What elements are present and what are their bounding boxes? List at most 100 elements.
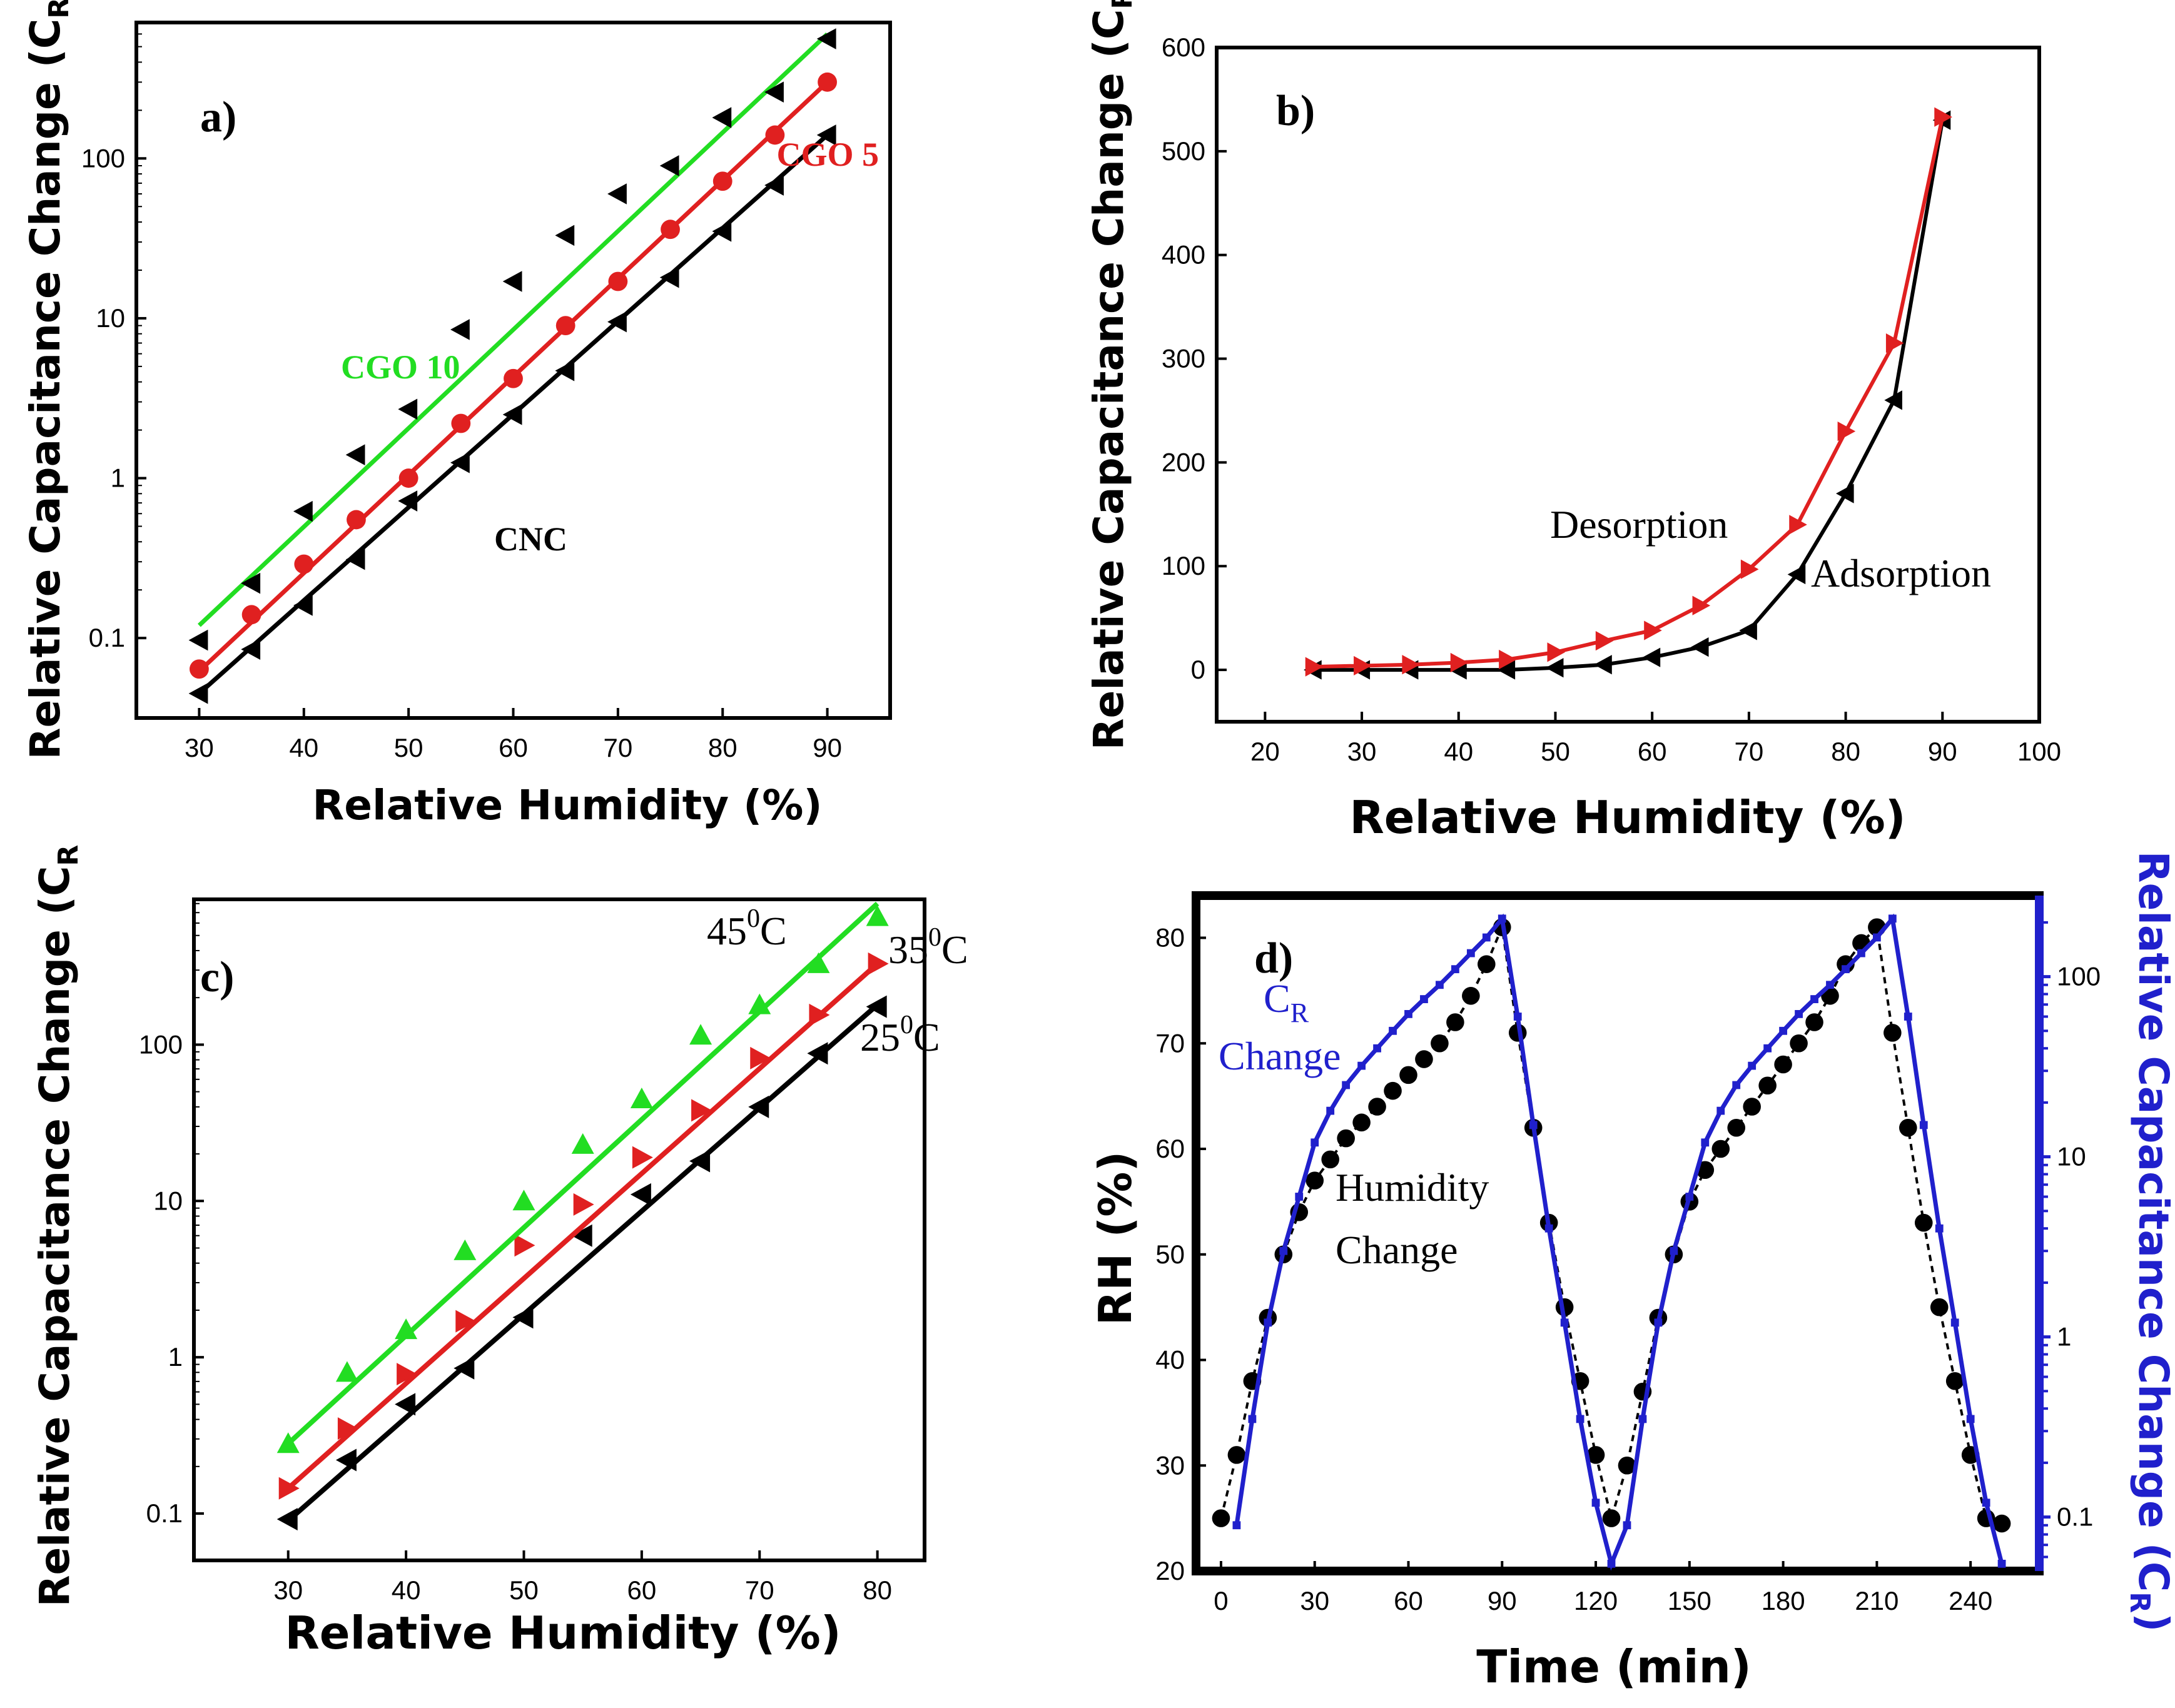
y-tick-label: 0 [1191,655,1205,684]
x-tick-label: 60 [499,733,528,762]
data-point-cnc [555,360,575,382]
data-point-desorption [1450,652,1469,673]
data-point-cgo-10 [607,183,627,205]
data-point-c-r-change [1311,1138,1319,1147]
data-point-c-r-change [1373,1044,1381,1053]
data-point-45-c [866,905,889,926]
data-point-c-r-change [1763,1044,1772,1053]
x-tick-label: 80 [708,733,738,762]
y-tick-label: 50 [1155,1240,1185,1269]
y-right-tick-label: 1 [2057,1322,2071,1352]
x-tick-label: 50 [394,733,423,762]
data-point-c-r-change [1966,1415,1975,1423]
data-point-35-c [573,1193,594,1216]
data-point-c-r-change [1451,965,1459,974]
data-point-cgo-5 [765,125,785,145]
y-tick-label: 100 [81,143,125,173]
fit-line-cgo-10 [198,32,829,627]
data-point-45-c [571,1133,594,1154]
data-point-desorption [1837,422,1856,442]
x-tick-label: 120 [1574,1586,1618,1615]
x-tick-label: 60 [1638,737,1667,766]
data-point-25-c [512,1306,534,1329]
y-tick-label: 10 [96,303,125,333]
data-point-c-r-change [1670,1246,1678,1255]
y-right-tick-label: 10 [2057,1142,2086,1171]
data-point-c-r-change [1779,1026,1788,1035]
data-point-35-c [809,1003,830,1026]
data-point-cgo-10 [450,319,470,340]
data-point-cnc [241,639,261,660]
data-point-cnc [659,266,679,288]
data-point-c-r-change [1872,933,1881,942]
panel-label: b) [1276,87,1315,135]
data-point-c-r-change [1997,1559,2006,1568]
y-tick-label: 300 [1162,344,1205,373]
data-point-cgo-5 [504,368,523,388]
y-axis-title: Relative Capacitance Change (CR) [21,0,75,759]
data-point-cnc [816,124,836,146]
annotation-cnc: CNC [494,520,567,558]
data-point-25-c [807,1042,828,1065]
y-tick-label: 1 [168,1342,183,1372]
data-point-c-r-change [1810,995,1818,1003]
x-tick-label: 20 [1250,737,1280,766]
data-point-cgo-10 [241,572,261,594]
y-right-tick-label: 100 [2057,962,2101,991]
x-tick-label: 30 [273,1575,303,1605]
data-point-cgo-10 [816,28,836,49]
x-tick-label: 80 [1831,737,1860,766]
data-point-c-r-change [1420,995,1428,1003]
data-point-desorption [1499,649,1517,670]
x-axis-title: Relative Humidity (%) [285,1607,841,1659]
x-tick-label: 70 [745,1575,774,1605]
data-point-humidity-change [1337,1129,1355,1148]
data-point-35-c [632,1146,653,1169]
annotation-25c: 250C [860,1011,940,1059]
x-tick-label: 40 [392,1575,421,1605]
data-point-adsorption [1690,637,1709,657]
x-tick-label: 210 [1855,1586,1899,1615]
data-point-25-c [276,1508,298,1531]
annotation-45c: 450C [707,904,787,953]
data-point-c-r-change [1576,1415,1584,1423]
data-point-c-r-change [1591,1498,1600,1507]
data-point-humidity-change [1618,1456,1636,1475]
data-point-c-r-change [1482,933,1491,942]
x-tick-label: 100 [2017,737,2061,766]
x-tick-label: 50 [1541,737,1570,766]
data-point-c-r-change [1544,1224,1553,1233]
data-point-humidity-change [1992,1514,2011,1533]
data-point-25-c [571,1224,592,1247]
fit-line-45-c [286,901,880,1446]
data-point-cgo-10 [293,500,313,522]
data-point-25-c [395,1393,416,1416]
data-point-c-r-change [1857,949,1865,958]
data-point-c-r-change [1826,981,1834,989]
data-point-c-r-change [1935,1224,1944,1233]
data-point-humidity-change [1711,1140,1730,1158]
data-point-adsorption [1642,647,1661,667]
data-point-humidity-change [1352,1113,1371,1132]
data-point-c-r-change [1248,1415,1257,1423]
data-point-cgo-5 [241,605,261,625]
x-tick-label: 150 [1668,1586,1711,1615]
data-point-c-r-change [1279,1246,1288,1255]
x-tick-label: 30 [1300,1586,1329,1615]
x-axis-title: Relative Humidity (%) [312,781,822,829]
data-point-humidity-change [1212,1509,1230,1527]
data-point-45-c [689,1024,712,1045]
annotation-cgo5: CGO 5 [776,136,879,173]
annotation-cr-change: CR [1264,976,1309,1028]
data-point-cgo-10 [712,107,732,128]
fit-line-25-c [286,1003,880,1523]
data-point-c-r-change [1732,1081,1741,1089]
panel-d: 0 30 60 90 120 150 180 210 240 20 30 40 50 60 70 80 0.1 1… [1089,851,2175,1693]
annotation-humidity-change: Humidity [1336,1165,1489,1210]
data-point-adsorption [1884,390,1902,410]
y-tick-label: 30 [1155,1450,1185,1480]
y-tick-label: 500 [1162,136,1205,166]
